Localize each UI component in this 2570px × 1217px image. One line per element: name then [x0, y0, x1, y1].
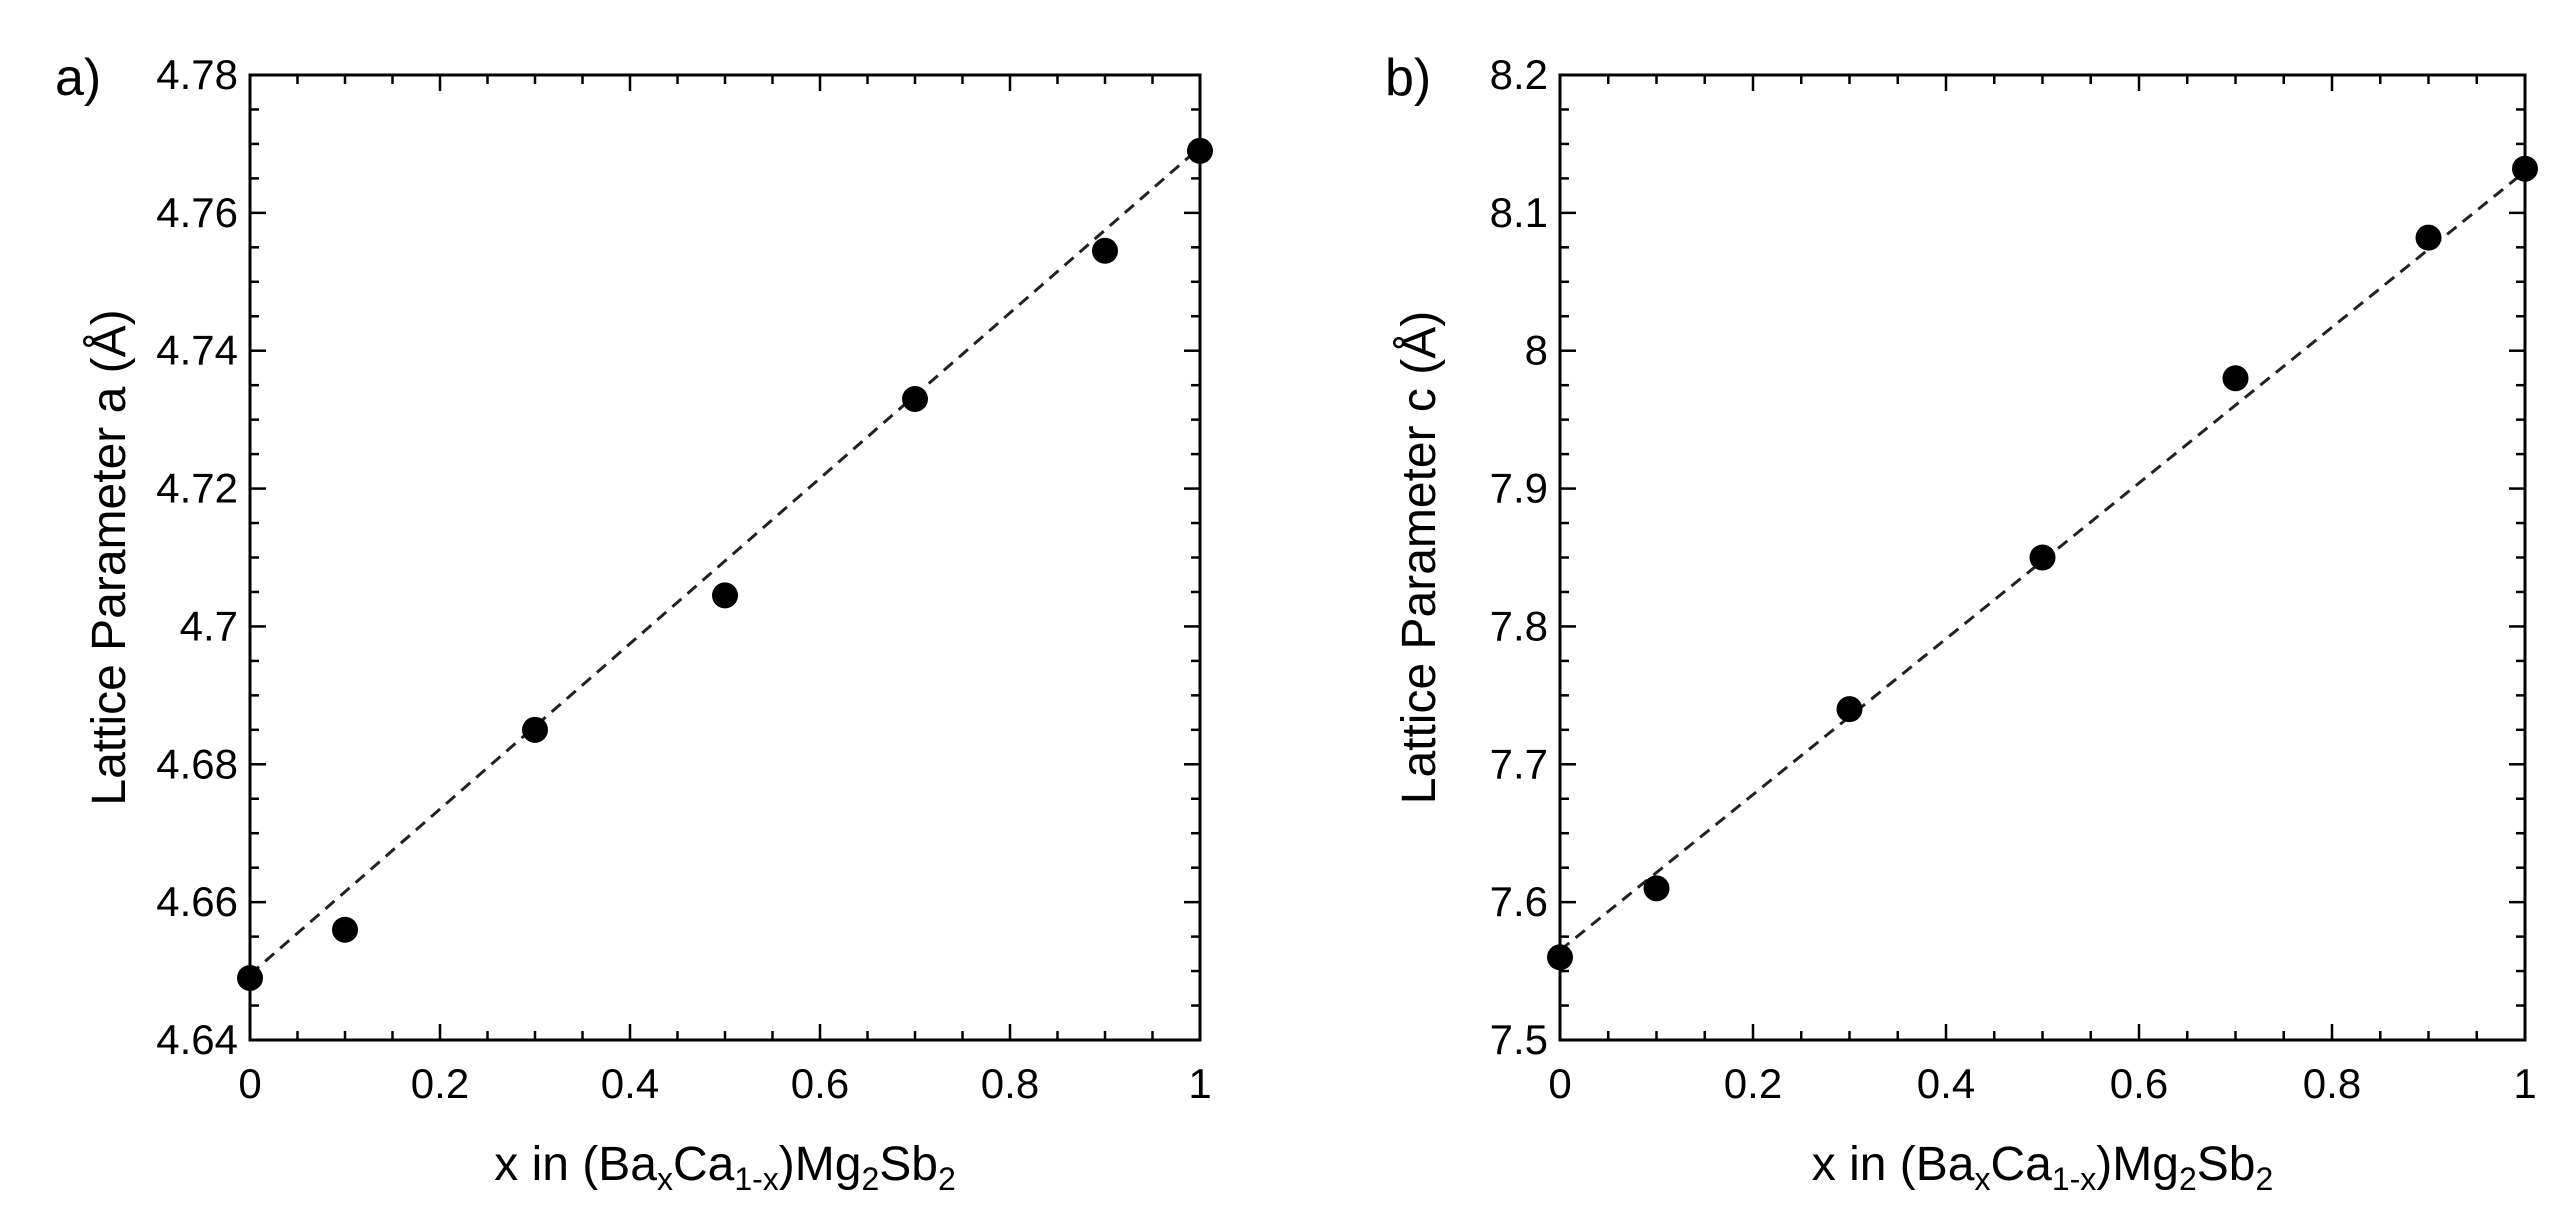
x-axis-label-subscript: 1-x: [734, 1161, 778, 1197]
y-tick-label: 4.72: [156, 465, 238, 512]
x-tick-label: 0.8: [981, 1060, 1039, 1107]
data-point: [2222, 365, 2249, 392]
y-axis-label: Lattice Parameter c (Å): [1393, 311, 1446, 805]
x-tick-label: 0.2: [411, 1060, 469, 1107]
x-axis-label-subscript: x: [657, 1161, 673, 1197]
y-tick-label: 7.8: [1490, 602, 1548, 649]
y-tick-label: 4.66: [156, 878, 238, 925]
x-axis-label: x in (BaxCa1-x)Mg2Sb2: [494, 1138, 956, 1197]
x-axis-label-subscript: 2: [861, 1161, 879, 1197]
y-tick-label: 8.2: [1490, 51, 1548, 98]
x-tick-label: 0.6: [791, 1060, 849, 1107]
data-point: [237, 964, 263, 991]
panel-label: a): [55, 49, 101, 107]
x-tick-label: 0: [238, 1060, 261, 1107]
chart-panel-b: b) 7.5 7.6 7.7 7.8 7.9 8 8.1 8.2 0 0.2 0.4 0.6 0.8 1 La…: [1385, 49, 2538, 1197]
panel-label: b): [1385, 49, 1431, 107]
x-axis-label-subscript: 1-x: [2052, 1161, 2096, 1197]
x-tick-label: 0.4: [1917, 1060, 1975, 1107]
x-axis-label-part: )Mg: [779, 1138, 862, 1191]
data-point: [1187, 137, 1213, 164]
data-point: [2029, 544, 2056, 571]
x-tick-label: 0.8: [2303, 1060, 2361, 1107]
y-tick-label: 4.68: [156, 740, 238, 787]
x-axis-label-part: Sb: [2197, 1138, 2256, 1191]
x-axis-label-subscript: x: [1974, 1161, 1990, 1197]
x-axis-label-subscript: 2: [938, 1161, 956, 1197]
data-point: [1092, 237, 1118, 264]
x-axis-label-part: Sb: [879, 1138, 938, 1191]
x-axis-label-part: x in (Ba: [1812, 1138, 1975, 1191]
x-tick-label: 0.2: [1724, 1060, 1782, 1107]
data-point: [902, 385, 928, 412]
x-axis-label-subscript: 2: [2255, 1161, 2273, 1197]
x-axis-label-part: x in (Ba: [494, 1138, 657, 1191]
chart-panel-a: a) 4.64 4.66 4.68 4.7 4.72 4.74 4.76 4.78 0 0.2 0.4…: [55, 49, 1213, 1197]
y-tick-label: 8.1: [1490, 189, 1548, 236]
data-point: [1836, 696, 1863, 723]
x-tick-label: 0.6: [2110, 1060, 2168, 1107]
y-tick-label: 4.76: [156, 189, 238, 236]
x-tick-label: 0.4: [601, 1060, 659, 1107]
data-point: [332, 916, 358, 943]
y-axis-label: Lattice Parameter a (Å): [83, 309, 136, 805]
x-axis-label-subscript: 2: [2179, 1161, 2197, 1197]
y-tick-label: 4.78: [156, 51, 238, 98]
x-axis-label-part: Ca: [1990, 1138, 2052, 1191]
y-tick-label: 7.6: [1490, 878, 1548, 925]
data-point: [712, 582, 738, 609]
x-tick-label: 1: [1188, 1060, 1211, 1107]
x-axis-label-part: Ca: [673, 1138, 735, 1191]
data-point: [522, 716, 548, 743]
data-point: [2415, 224, 2442, 251]
plot-frame: [248, 73, 1202, 1042]
data-point: [1643, 875, 1670, 902]
x-axis-label: x in (BaxCa1-x)Mg2Sb2: [1812, 1138, 2274, 1197]
y-tick-label: 8: [1525, 327, 1548, 374]
data-point: [1547, 944, 1573, 971]
fit-line: [249, 146, 1201, 976]
y-tick-label: 4.7: [180, 602, 238, 649]
y-tick-label: 7.5: [1490, 1016, 1548, 1063]
x-axis-label-part: )Mg: [2096, 1138, 2179, 1191]
y-tick-label: 4.64: [156, 1016, 238, 1063]
x-tick-label: 1: [2513, 1060, 2536, 1107]
y-tick-label: 7.7: [1490, 740, 1548, 787]
data-point: [2512, 155, 2538, 182]
y-tick-label: 7.9: [1490, 465, 1548, 512]
x-tick-label: 0: [1548, 1060, 1571, 1107]
y-tick-label: 4.74: [156, 327, 238, 374]
